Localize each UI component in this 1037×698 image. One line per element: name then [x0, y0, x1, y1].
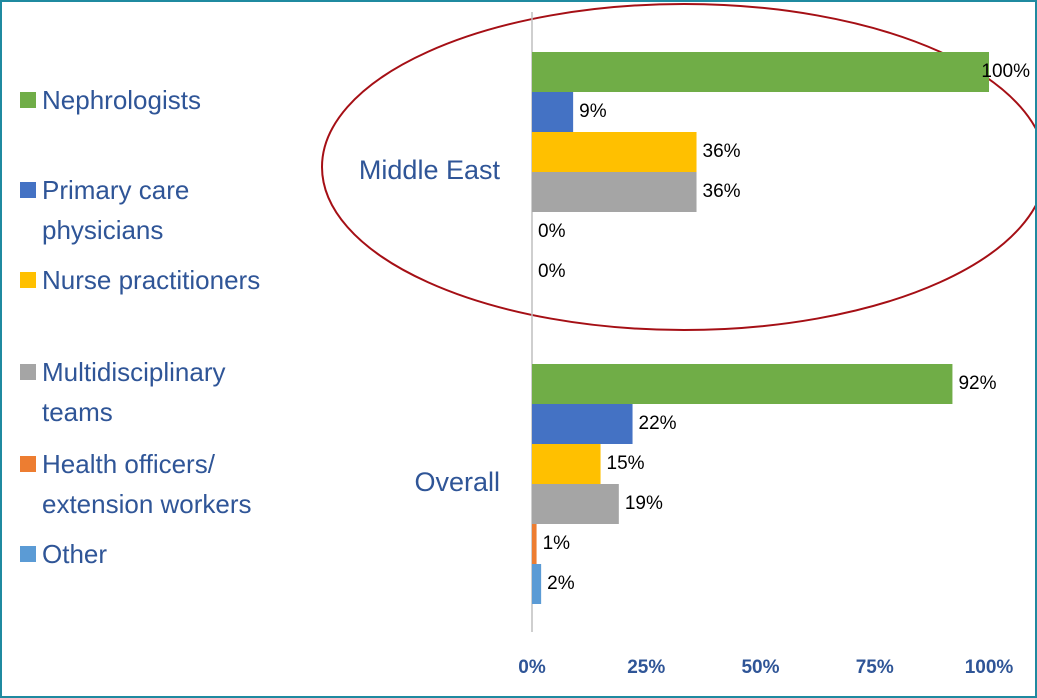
data-label: 19% — [625, 493, 663, 514]
data-label: 36% — [703, 181, 741, 202]
legend-item: Health officers/ extension workers — [20, 444, 300, 524]
bar — [532, 564, 542, 604]
bar — [532, 92, 574, 132]
legend-item: Nephrologists — [20, 80, 300, 120]
legend-swatch — [20, 182, 36, 198]
legend-swatch — [20, 92, 36, 108]
legend-label: Health officers/ extension workers — [42, 449, 252, 519]
x-tick-label: 75% — [856, 657, 894, 678]
category-label: Overall — [414, 467, 500, 497]
category-label: Middle East — [359, 155, 501, 185]
data-label: 0% — [538, 261, 566, 282]
data-label: 15% — [607, 453, 645, 474]
legend-swatch — [20, 364, 36, 380]
legend-swatch — [20, 456, 36, 472]
legend-item: Primary care physicians — [20, 170, 300, 250]
data-label: 9% — [579, 101, 607, 122]
bar — [532, 132, 697, 172]
legend-item: Multidisciplinary teams — [20, 352, 300, 432]
legend-label: Other — [42, 539, 108, 569]
legend-swatch — [20, 546, 36, 562]
x-tick-label: 0% — [518, 657, 546, 678]
data-label: 0% — [538, 221, 566, 242]
legend-label: Multidisciplinary teams — [42, 357, 226, 427]
bar — [532, 484, 619, 524]
legend-label: Nurse practitioners — [42, 265, 261, 295]
bar — [532, 404, 633, 444]
x-tick-label: 100% — [965, 657, 1014, 678]
data-label: 100% — [981, 61, 1030, 82]
legend-label: Nephrologists — [42, 85, 201, 115]
legend-label: Primary care physicians — [42, 175, 190, 245]
data-label: 92% — [958, 373, 996, 394]
legend-item: Nurse practitioners — [20, 260, 300, 300]
data-label: 22% — [639, 413, 677, 434]
bar — [532, 172, 697, 212]
bar — [532, 364, 953, 404]
highlight-ellipse — [321, 3, 1035, 331]
data-label: 2% — [547, 573, 575, 594]
legend-item: Other — [20, 534, 300, 574]
x-tick-label: 25% — [627, 657, 665, 678]
bar — [532, 524, 537, 564]
data-label: 1% — [543, 533, 571, 554]
legend-swatch — [20, 272, 36, 288]
bar — [532, 52, 989, 92]
data-label: 36% — [703, 141, 741, 162]
bar — [532, 444, 601, 484]
x-tick-label: 50% — [741, 657, 779, 678]
